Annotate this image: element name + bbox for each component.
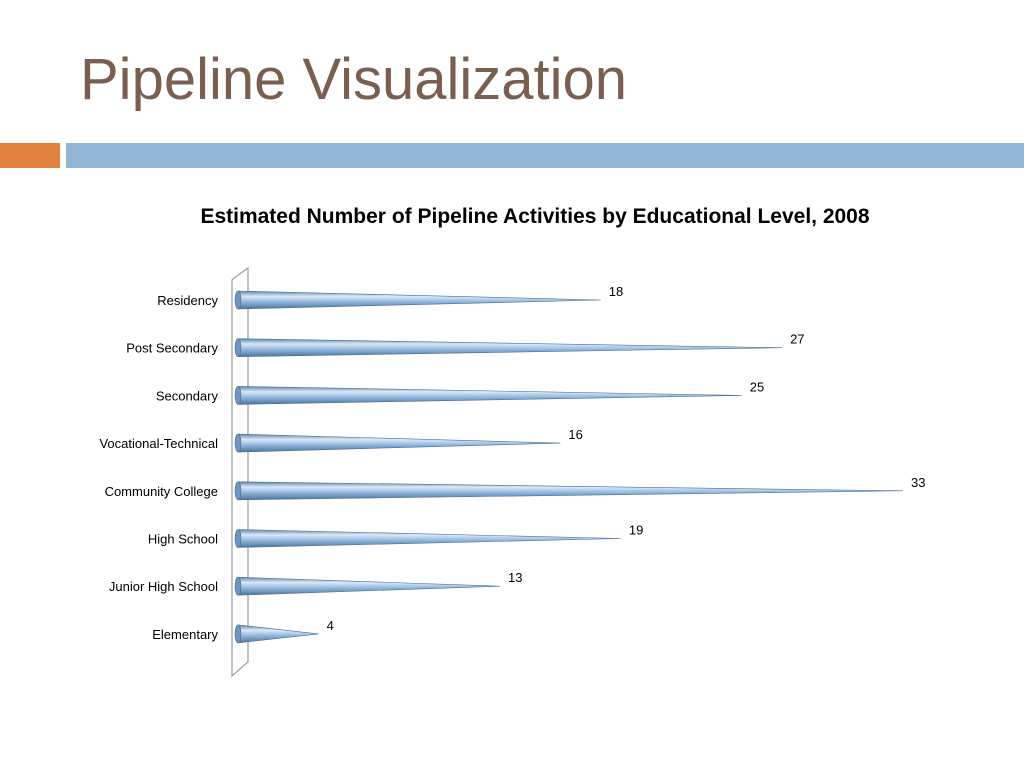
- accent-bar-orange: [0, 143, 60, 168]
- category-label: Community College: [105, 484, 218, 499]
- slide-title: Pipeline Visualization: [80, 47, 628, 112]
- category-label: Junior High School: [109, 579, 218, 594]
- bar-high-school: [237, 529, 621, 548]
- value-label: 13: [508, 570, 522, 585]
- bar-base: [234, 338, 242, 357]
- bar-base: [234, 576, 242, 596]
- category-label: Residency: [157, 293, 218, 308]
- category-label: High School: [148, 532, 218, 547]
- bar-post-secondary: [237, 338, 783, 358]
- category-label: Elementary: [152, 627, 218, 642]
- category-label: Post Secondary: [126, 341, 218, 356]
- bar-base: [234, 624, 242, 644]
- bar-vocational-technical: [237, 433, 561, 453]
- bar-base: [234, 290, 242, 310]
- bar-residency: [237, 290, 601, 310]
- value-label: 33: [911, 475, 925, 490]
- bar-secondary: [237, 386, 742, 405]
- value-label: 25: [750, 379, 764, 394]
- chart-wall: [231, 266, 249, 678]
- chart-title: Estimated Number of Pipeline Activities …: [200, 205, 870, 228]
- category-label: Vocational-Technical: [99, 436, 218, 451]
- bar-junior-high-school: [237, 576, 500, 596]
- bar-community-college: [237, 481, 904, 501]
- value-label: 16: [568, 427, 582, 442]
- value-label: 19: [629, 523, 643, 538]
- bar-elementary: [237, 624, 319, 644]
- accent-bar-blue: [66, 143, 1024, 168]
- bar-base: [234, 386, 242, 405]
- value-label: 4: [327, 618, 334, 633]
- cone-bar-chart: Residency 18 Post Secondary 27 Secondary 25 Vo…: [99, 266, 925, 678]
- value-label: 18: [609, 284, 623, 299]
- category-label: Secondary: [156, 388, 219, 403]
- bar-base: [234, 433, 242, 453]
- bar-base: [234, 529, 242, 548]
- value-label: 27: [790, 332, 804, 347]
- bar-base: [234, 481, 242, 501]
